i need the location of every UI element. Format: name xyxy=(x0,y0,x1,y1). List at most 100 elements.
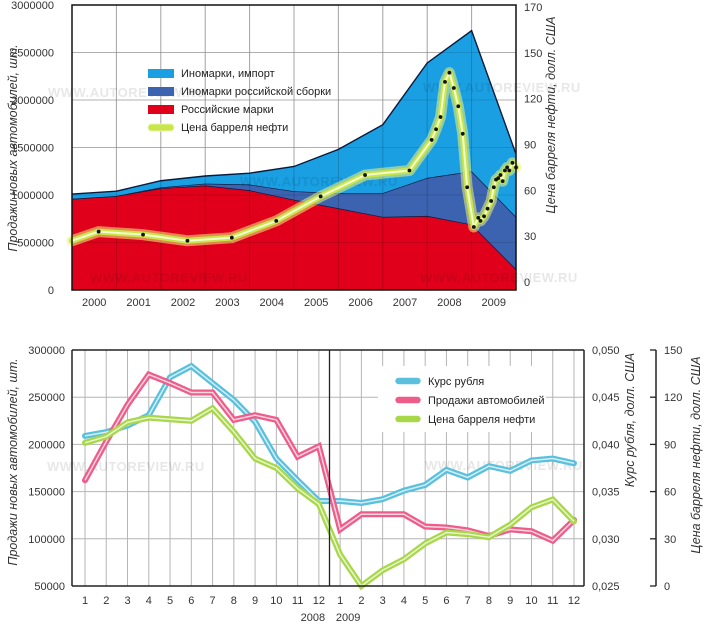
oil-data-point xyxy=(460,131,465,136)
top-chart-x-ticks: 2000 2001 2002 2003 2004 2005 2006 2007 2008 2009 xyxy=(82,297,506,309)
bottom-chart-y-axis-title: Продажи новых автомобилей, шт. xyxy=(6,358,20,565)
oil-data-point xyxy=(465,185,470,190)
line-series-2 xyxy=(82,404,577,591)
line-highlight-series-2 xyxy=(84,407,575,588)
oil-data-point xyxy=(505,165,510,170)
top-chart-plot-frame xyxy=(71,4,517,291)
area-series-1 xyxy=(72,171,516,270)
y2-tick-label: 0,025 xyxy=(592,581,620,593)
x-tick-label: 2 xyxy=(103,595,109,607)
oil-data-point xyxy=(96,229,101,234)
oil-data-point xyxy=(141,232,145,237)
oil-data-point xyxy=(507,168,512,173)
y2-tick-label: 120 xyxy=(524,94,542,106)
legend-background xyxy=(378,366,546,432)
y-tick-label: 500000 xyxy=(17,238,54,250)
oil-data-point xyxy=(478,218,483,223)
y-tick-label: 3000000 xyxy=(11,0,54,12)
oil-data-point xyxy=(485,206,490,211)
y2-tick-label: 90 xyxy=(524,140,536,152)
y3-tick-label: 60 xyxy=(664,487,676,499)
x-tick-label: 2007 xyxy=(393,297,417,309)
y2-tick-label: 60 xyxy=(524,185,536,197)
bottom-chart-y2-ticks: 0,025 0,030 0,035 0,040 0,045 0,050 xyxy=(592,345,620,593)
legend-swatch xyxy=(148,105,174,114)
x-tick-label: 7 xyxy=(465,595,471,607)
x-tick-label: 11 xyxy=(292,595,303,607)
y-tick-label: 150000 xyxy=(28,487,65,499)
top-chart-y2-axis-title: Цена барреля нефти, долл. США xyxy=(544,16,558,213)
y-tick-label: 0 xyxy=(48,285,54,297)
y2-tick-label: 0,030 xyxy=(592,534,620,546)
top-chart-y2-ticks: 0 30 60 90 120 150 170 xyxy=(524,2,542,289)
y-tick-label: 1500000 xyxy=(11,143,54,155)
legend-swatch xyxy=(394,415,422,423)
x-tick-label: 5 xyxy=(422,595,428,607)
area-outline-series-2 xyxy=(71,29,517,195)
x-tick-label: 3 xyxy=(124,595,130,607)
bottom-chart-y3-axis-title: Цена барреля нефти, долл. США xyxy=(689,356,703,553)
legend-swatch-line xyxy=(147,123,175,132)
y2-tick-label: 0,035 xyxy=(592,487,620,499)
top-chart-areas xyxy=(71,5,517,290)
year-label-2009: 2009 xyxy=(336,612,360,624)
y-tick-label: 1000000 xyxy=(11,190,54,202)
oil-line-highlight xyxy=(71,71,517,242)
top-chart-y-axis-title: Продажи новых автомобилей, шт. xyxy=(6,44,20,251)
top-chart-y-ticks: 0 500000 1000000 1500000 2000000 2500000 30000… xyxy=(11,0,54,297)
y2-tick-label: 0 xyxy=(524,277,530,289)
legend-swatch xyxy=(394,377,422,385)
oil-data-point xyxy=(274,218,279,223)
y2-tick-label: 170 xyxy=(524,2,542,14)
oil-data-point xyxy=(503,168,507,173)
x-tick-label: 1 xyxy=(337,595,343,607)
oil-data-point xyxy=(447,70,452,75)
y-tick-label: 100000 xyxy=(28,534,65,546)
bottom-chart-axes xyxy=(71,349,657,587)
oil-data-point xyxy=(451,86,456,90)
x-tick-label: 12 xyxy=(568,595,580,607)
x-tick-label: 1 xyxy=(82,595,88,607)
bottom-chart-y3-ticks: 0 30 60 90 120 150 xyxy=(664,345,682,593)
x-tick-label: 12 xyxy=(313,595,325,607)
bottom-chart-grid xyxy=(72,350,584,586)
x-tick-label: 2006 xyxy=(348,297,372,309)
x-tick-label: 8 xyxy=(486,595,492,607)
watermark-text: WWW.AUTOREVIEW.RU xyxy=(420,270,578,285)
oil-data-point xyxy=(443,79,447,84)
oil-data-point xyxy=(476,215,481,220)
x-tick-label: 9 xyxy=(252,595,258,607)
x-tick-label: 3 xyxy=(380,595,386,607)
area-series-0 xyxy=(72,185,516,290)
y3-tick-label: 90 xyxy=(664,439,676,451)
oil-data-point xyxy=(510,160,515,165)
oil-data-point xyxy=(456,104,461,109)
oil-data-point xyxy=(407,168,412,173)
x-tick-label: 2002 xyxy=(171,297,195,309)
bottom-chart-y2-axis-title: Курс рубля, долл. США xyxy=(623,353,637,487)
x-tick-label: 2004 xyxy=(260,297,284,309)
y-tick-label: 200000 xyxy=(28,439,65,451)
legend-label: Иномарки, импорт xyxy=(181,68,275,80)
line-highlight-series-1 xyxy=(84,373,575,542)
bottom-chart-watermarks: WWW.AUTOREVIEW.RU WWW.AUTOREVIEW.RU xyxy=(47,458,582,474)
oil-data-point xyxy=(500,179,505,184)
bottom-chart-y-ticks: 50000 100000 150000 200000 250000 300000 xyxy=(28,345,65,593)
line-series-0 xyxy=(82,362,577,506)
x-tick-label: 11 xyxy=(547,595,558,607)
watermark-text: WWW.AUTOREVIEW.RU xyxy=(90,270,248,285)
x-tick-label: 2001 xyxy=(126,297,150,309)
y3-tick-label: 0 xyxy=(664,581,670,593)
bottom-chart-lines xyxy=(82,362,577,591)
oil-data-point xyxy=(482,214,486,219)
watermark-text: WWW.AUTOREVIEW.RU xyxy=(47,459,205,474)
oil-data-point xyxy=(429,138,434,142)
x-tick-label: 9 xyxy=(507,595,513,607)
top-chart-oil-line xyxy=(66,67,522,247)
y2-tick-label: 0,050 xyxy=(592,345,620,357)
y-tick-label: 2500000 xyxy=(11,48,54,60)
legend-label: Цена барреля нефти xyxy=(428,414,535,426)
x-tick-label: 2008 xyxy=(437,297,461,309)
legend-swatch xyxy=(394,396,422,404)
legend-label: Цена барреля нефти xyxy=(181,122,288,134)
